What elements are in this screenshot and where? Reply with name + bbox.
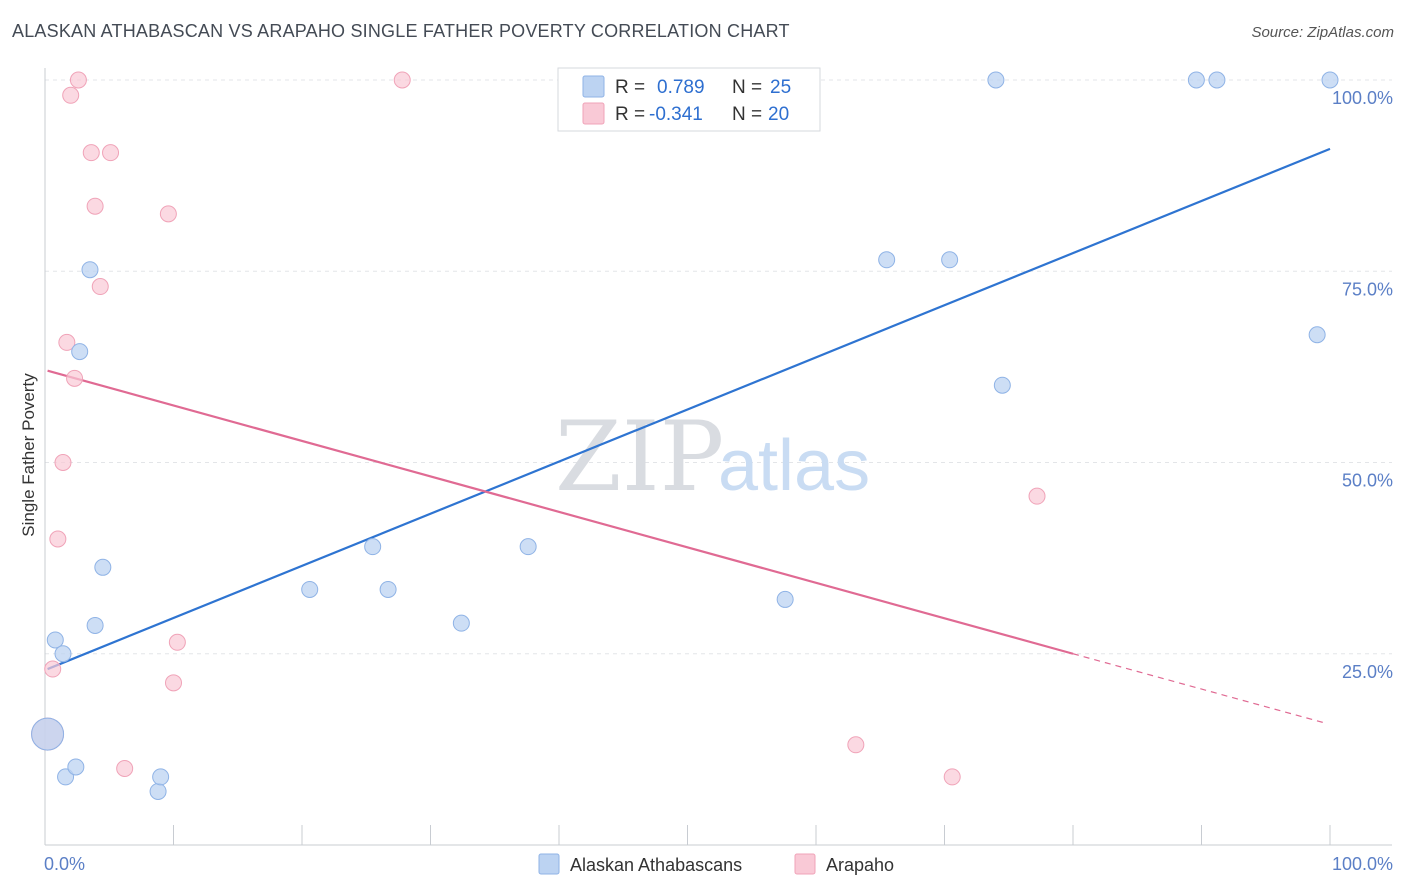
y-tick-label-0: 25.0% xyxy=(1342,662,1393,682)
point-athabascans-14 xyxy=(452,614,470,632)
point-athabascans-3 xyxy=(57,768,75,786)
y-tick-label-3: 100.0% xyxy=(1332,88,1393,108)
legend-label-arapaho: Arapaho xyxy=(826,855,894,875)
axes xyxy=(44,68,1392,846)
point-athabascans-22 xyxy=(1208,71,1226,89)
point-athabascans-17 xyxy=(878,251,896,269)
source-credit: Source: ZipAtlas.com xyxy=(1251,24,1394,41)
point-athabascans-5 xyxy=(71,343,89,361)
point-arapaho-12 xyxy=(116,760,134,777)
point-arapaho-6 xyxy=(66,369,84,387)
data-points xyxy=(31,71,1339,800)
watermark-zip: ZIP xyxy=(555,401,724,513)
point-athabascans-16 xyxy=(776,590,794,608)
legend-r-label-2: R = xyxy=(615,104,645,125)
point-arapaho-10 xyxy=(91,278,109,296)
legend-n-value-2: 20 xyxy=(768,104,789,125)
legend-swatch-blue xyxy=(582,75,605,98)
trend-line-athabascans xyxy=(47,147,1331,671)
point-athabascans-4 xyxy=(67,758,85,776)
y-tick-label-1: 50.0% xyxy=(1342,471,1393,491)
point-athabascans-11 xyxy=(301,580,319,598)
point-arapaho-11 xyxy=(102,144,120,162)
point-athabascans-10 xyxy=(152,768,170,786)
point-arapaho-16 xyxy=(393,71,411,89)
x-tick-label-min: 0.0% xyxy=(44,854,85,874)
grid-lines xyxy=(45,79,1392,655)
point-athabascans-1 xyxy=(46,631,64,649)
legend-n-label-2: N = xyxy=(732,104,762,125)
stats-legend: R = 0.789 N = 25 R = -0.341 N = 20 xyxy=(557,67,821,132)
point-athabascans-9 xyxy=(149,782,167,800)
point-arapaho-8 xyxy=(82,144,100,162)
point-arapaho-19 xyxy=(1028,487,1046,505)
point-arapaho-18 xyxy=(943,768,961,786)
legend-label-athabascans: Alaskan Athabascans xyxy=(570,855,742,875)
point-arapaho-2 xyxy=(49,530,67,548)
legend-n-label-1: N = xyxy=(732,77,762,98)
point-athabascans-0 xyxy=(31,717,65,751)
legend-r-value-1: 0.789 xyxy=(657,77,705,98)
point-arapaho-9 xyxy=(86,197,104,215)
legend-swatch-arapaho xyxy=(794,853,816,875)
point-arapaho-7 xyxy=(69,71,87,89)
point-arapaho-13 xyxy=(159,205,177,223)
y-tick-labels: 25.0% 50.0% 75.0% 100.0% xyxy=(1332,88,1393,682)
series-legend: Alaskan Athabascans Arapaho xyxy=(538,853,894,875)
watermark: ZIP atlas xyxy=(555,401,870,513)
point-arapaho-3 xyxy=(54,454,72,471)
point-arapaho-15 xyxy=(168,633,186,651)
legend-n-value-1: 25 xyxy=(770,77,791,98)
legend-r-label-1: R = xyxy=(615,77,645,98)
legend-swatch-pink xyxy=(582,102,605,125)
point-athabascans-13 xyxy=(379,580,397,598)
point-athabascans-8 xyxy=(94,558,112,576)
chart-title: ALASKAN ATHABASCAN VS ARAPAHO SINGLE FAT… xyxy=(12,21,790,41)
trend-line-arapaho xyxy=(47,369,1074,655)
point-athabascans-19 xyxy=(993,376,1011,394)
x-tick-labels: 0.0% 100.0% xyxy=(44,854,1393,874)
point-athabascans-20 xyxy=(987,71,1005,89)
watermark-atlas: atlas xyxy=(718,426,870,506)
point-athabascans-18 xyxy=(941,251,959,269)
legend-r-value-2: -0.341 xyxy=(649,104,703,125)
point-arapaho-4 xyxy=(58,333,76,351)
point-arapaho-5 xyxy=(62,86,80,104)
point-athabascans-2 xyxy=(54,645,72,663)
point-arapaho-14 xyxy=(165,674,182,692)
y-tick-label-2: 75.0% xyxy=(1342,279,1393,299)
point-athabascans-6 xyxy=(81,261,99,279)
trend-lines xyxy=(47,147,1331,724)
point-arapaho-1 xyxy=(44,660,62,678)
point-arapaho-17 xyxy=(847,736,865,754)
legend-swatch-athabascans xyxy=(538,853,560,875)
point-athabascans-7 xyxy=(86,616,104,634)
trend-line-arapaho-extension xyxy=(1072,653,1324,724)
point-athabascans-15 xyxy=(519,538,537,556)
point-athabascans-21 xyxy=(1187,71,1205,89)
y-axis-title: Single Father Poverty xyxy=(19,373,38,537)
point-athabascans-23 xyxy=(1308,326,1326,344)
point-athabascans-24 xyxy=(1321,71,1339,89)
x-tick-label-max: 100.0% xyxy=(1332,854,1393,874)
point-athabascans-12 xyxy=(364,538,382,556)
